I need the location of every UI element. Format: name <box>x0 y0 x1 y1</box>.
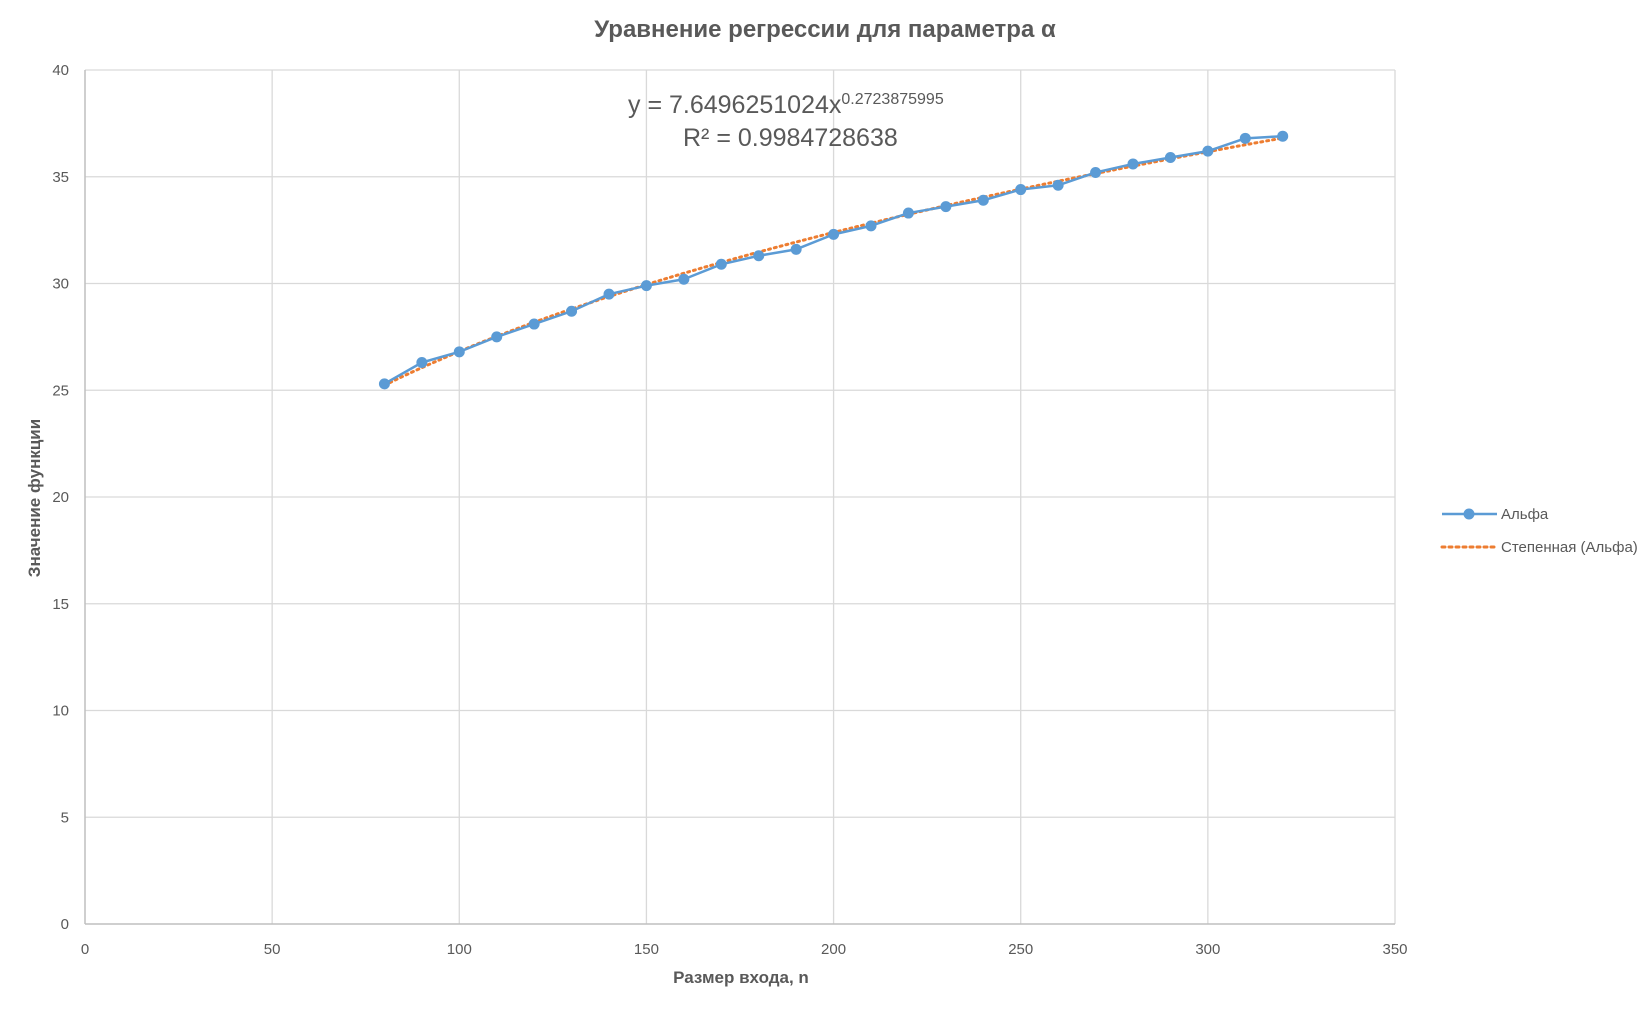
alpha-data-point <box>865 220 877 232</box>
alpha-data-point <box>902 207 914 219</box>
y-axis-title: Значение функции <box>25 419 44 577</box>
legend-label-alpha: Альфа <box>1501 506 1549 523</box>
alpha-data-point <box>1277 130 1289 142</box>
alpha-data-point <box>1052 179 1064 191</box>
x-tick-label: 150 <box>634 941 659 958</box>
alpha-data-point <box>1239 132 1251 144</box>
alpha-data-point <box>528 318 540 330</box>
alpha-data-point <box>1015 184 1027 196</box>
alpha-data-point <box>678 273 690 285</box>
y-tick-label: 35 <box>52 169 69 186</box>
trendline-equation: y = 7.6496251024x0.2723875995 R² = 0.998… <box>628 91 944 152</box>
equation-prefix: y = 7.6496251024x <box>628 91 842 119</box>
alpha-data-point <box>977 194 989 206</box>
y-tick-label: 40 <box>52 62 69 79</box>
axes <box>84 70 1395 925</box>
alpha-data-point <box>1202 145 1214 157</box>
chart-title: Уравнение регрессии для параметра α <box>594 16 1056 43</box>
grid <box>85 69 1396 924</box>
legend-item-power-trend: Степенная (Альфа) <box>1440 539 1638 556</box>
alpha-data-point <box>566 305 578 317</box>
alpha-data-point <box>715 258 727 270</box>
alpha-data-point <box>1164 152 1176 164</box>
alpha-data-point <box>1090 166 1102 178</box>
alpha-data-point <box>640 280 652 292</box>
legend-item-alpha: Альфа <box>1442 506 1549 523</box>
x-tick-label: 50 <box>264 941 281 958</box>
alpha-data-point <box>491 331 503 343</box>
y-tick-label: 10 <box>52 703 69 720</box>
alpha-data-point <box>940 201 952 213</box>
alpha-data-point <box>453 346 465 358</box>
x-tick-label: 250 <box>1008 941 1033 958</box>
plot-series <box>378 130 1289 390</box>
equation-text: y = 7.6496251024x0.2723875995 <box>628 91 944 119</box>
alpha-data-point <box>828 228 840 240</box>
alpha-data-point <box>1127 158 1139 170</box>
y-tick-label: 0 <box>61 916 69 933</box>
alpha-data-point <box>416 357 428 368</box>
x-tick-label: 200 <box>821 941 846 958</box>
alpha-data-point <box>378 378 390 390</box>
y-tick-label: 25 <box>52 382 69 399</box>
x-tick-label: 100 <box>447 941 472 958</box>
legend-label-power-trend: Степенная (Альфа) <box>1501 539 1638 556</box>
x-tick-label: 300 <box>1195 941 1220 958</box>
legend-swatch-alpha-marker <box>1463 508 1475 520</box>
tick-labels: 0 50 100 150 200 250 300 350 0 5 10 15 20 25 30 35 40 <box>52 62 1407 958</box>
x-tick-label: 350 <box>1382 941 1407 958</box>
y-tick-label: 20 <box>52 489 69 506</box>
x-axis-title: Размер входа, n <box>673 968 809 987</box>
y-tick-label: 30 <box>52 276 69 293</box>
alpha-data-point <box>603 288 615 300</box>
x-tick-label: 0 <box>81 941 89 958</box>
r-squared-text: R² = 0.9984728638 <box>683 124 898 152</box>
y-tick-label: 15 <box>52 596 69 613</box>
alpha-data-point <box>753 250 765 262</box>
equation-exponent: 0.2723875995 <box>841 91 943 108</box>
y-tick-label: 5 <box>61 809 69 826</box>
legend: Альфа Степенная (Альфа) <box>1440 506 1638 556</box>
alpha-data-point <box>790 243 802 255</box>
